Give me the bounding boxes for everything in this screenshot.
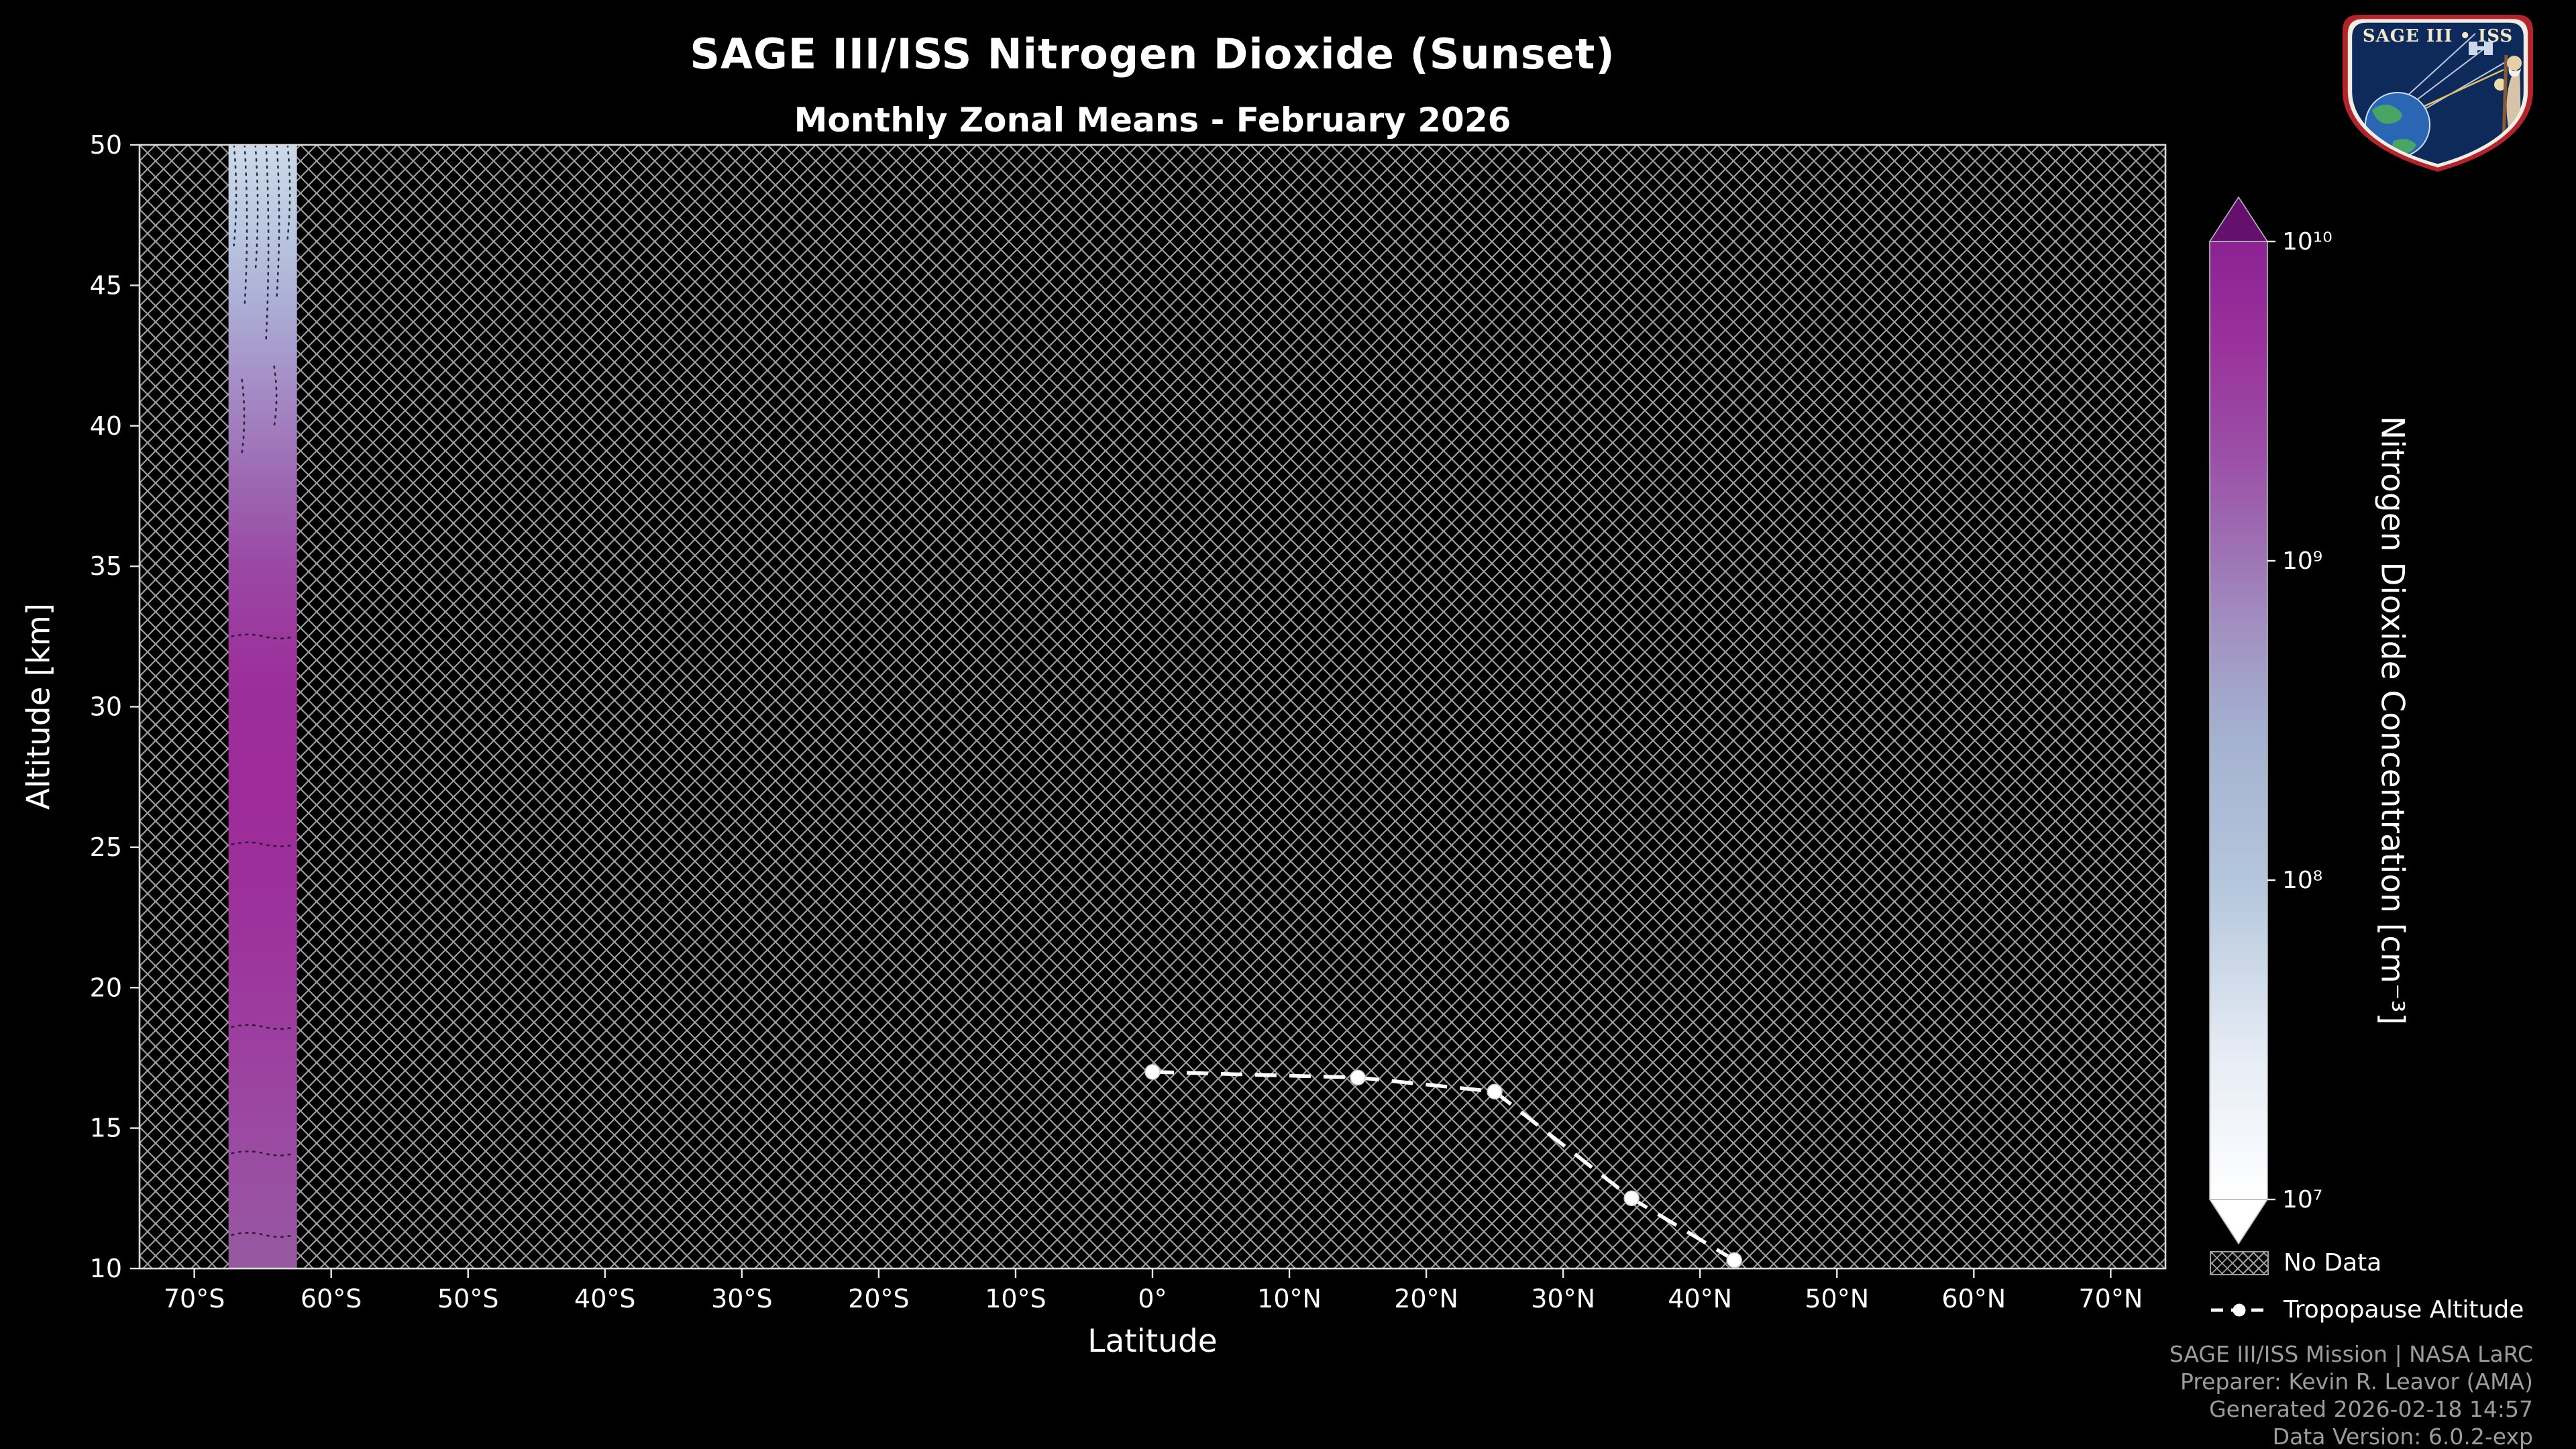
y-tick-label: 25 xyxy=(90,833,122,862)
credit-preparer: Preparer: Kevin R. Leavor (AMA) xyxy=(2180,1368,2533,1395)
logo-title: SAGE III • ISS xyxy=(2363,26,2513,46)
tropopause-marker xyxy=(1350,1069,1366,1086)
colorbar-tick-label: 10⁸ xyxy=(2282,867,2322,894)
colorbar: 10¹⁰ 10⁹ 10⁸ 10⁷ xyxy=(2208,196,2332,1245)
x-tick-label: 40°S xyxy=(574,1284,635,1313)
y-tick-label: 20 xyxy=(90,973,122,1002)
y-axis-label: Altitude [km] xyxy=(20,602,58,810)
colorbar-label: Nitrogen Dioxide Concentration [cm⁻³] xyxy=(2373,416,2411,1025)
mission-logo: SAGE III • ISS xyxy=(2343,15,2533,172)
x-tick-label: 40°N xyxy=(1668,1284,1732,1313)
colorbar-over-arrow xyxy=(2208,196,2269,242)
chart-title: SAGE III/ISS Nitrogen Dioxide (Sunset) xyxy=(690,30,1615,78)
y-tick-label: 45 xyxy=(90,270,122,300)
tropopause-marker xyxy=(1623,1190,1640,1207)
y-axis-ticks: 10 15 20 25 30 35 40 45 50 xyxy=(90,130,140,1283)
colorbar-tick-label: 10¹⁰ xyxy=(2282,228,2332,256)
contour-lines xyxy=(231,144,295,1238)
legend-item-no-data: No Data xyxy=(2210,1249,2381,1277)
legend-item-tropopause: Tropopause Altitude xyxy=(2210,1296,2524,1324)
x-tick-label: 50°S xyxy=(437,1284,498,1313)
x-tick-label: 20°N xyxy=(1394,1284,1458,1313)
x-tick-label: 60°N xyxy=(1941,1284,2006,1313)
x-tick-label: 50°N xyxy=(1805,1284,1869,1313)
colorbar-under-arrow xyxy=(2208,1199,2269,1245)
x-tick-label: 70°N xyxy=(2078,1284,2143,1313)
colorbar-gradient xyxy=(2209,241,2268,1200)
no-data-swatch xyxy=(2210,1250,2269,1275)
y-tick-label: 10 xyxy=(90,1254,122,1283)
credit-generated: Generated 2026-02-18 14:57 xyxy=(2209,1396,2533,1422)
x-axis-ticks: 70°S 60°S 50°S 40°S 30°S 20°S 10°S 0° 10°N 20°N 30… xyxy=(164,1269,2143,1313)
x-tick-label: 10°S xyxy=(985,1284,1046,1313)
tropopause-swatch xyxy=(2211,1303,2267,1316)
plot-area: 70°S 60°S 50°S 40°S 30°S 20°S 10°S 0° 10°N 20°N 30… xyxy=(90,130,2167,1313)
logo-earth-land xyxy=(2372,104,2402,124)
tropopause-label: Tropopause Altitude xyxy=(2284,1296,2524,1324)
plot-border xyxy=(138,144,2167,1270)
tropopause-marker xyxy=(1144,1064,1161,1080)
credit-mission: SAGE III/ISS Mission | NASA LaRC xyxy=(2169,1341,2533,1367)
x-tick-label: 10°N xyxy=(1257,1284,1322,1313)
x-tick-label: 20°S xyxy=(848,1284,909,1313)
x-tick-label: 30°S xyxy=(711,1284,772,1313)
y-tick-label: 35 xyxy=(90,551,122,581)
y-tick-label: 15 xyxy=(90,1114,122,1143)
tropopause-marker xyxy=(1487,1083,1503,1099)
no-data-hatch xyxy=(140,145,2165,1269)
chart-subtitle: Monthly Zonal Means - February 2026 xyxy=(794,101,1511,140)
logo-iss xyxy=(2469,42,2493,55)
tropopause-marker xyxy=(1726,1252,1742,1269)
x-tick-label: 0° xyxy=(1138,1284,1167,1313)
tropopause-swatch-marker xyxy=(2233,1303,2246,1316)
colorbar-tick-label: 10⁹ xyxy=(2282,547,2322,575)
credits: SAGE III/ISS Mission | NASA LaRC Prepare… xyxy=(2169,1340,2533,1449)
x-axis-label: Latitude xyxy=(1087,1323,1218,1360)
x-tick-label: 60°S xyxy=(301,1284,362,1313)
y-tick-label: 50 xyxy=(90,130,122,160)
colorbar-tick-label: 10⁷ xyxy=(2282,1186,2322,1214)
logo-moon xyxy=(2494,78,2506,91)
data-band xyxy=(228,145,297,1269)
y-tick-label: 30 xyxy=(90,692,122,722)
no-data-label: No Data xyxy=(2284,1249,2382,1277)
x-tick-label: 70°S xyxy=(164,1284,225,1313)
y-tick-label: 40 xyxy=(90,411,122,441)
credit-data-version: Data Version: 6.0.2-exp xyxy=(2272,1424,2533,1449)
x-tick-label: 30°N xyxy=(1531,1284,1595,1313)
